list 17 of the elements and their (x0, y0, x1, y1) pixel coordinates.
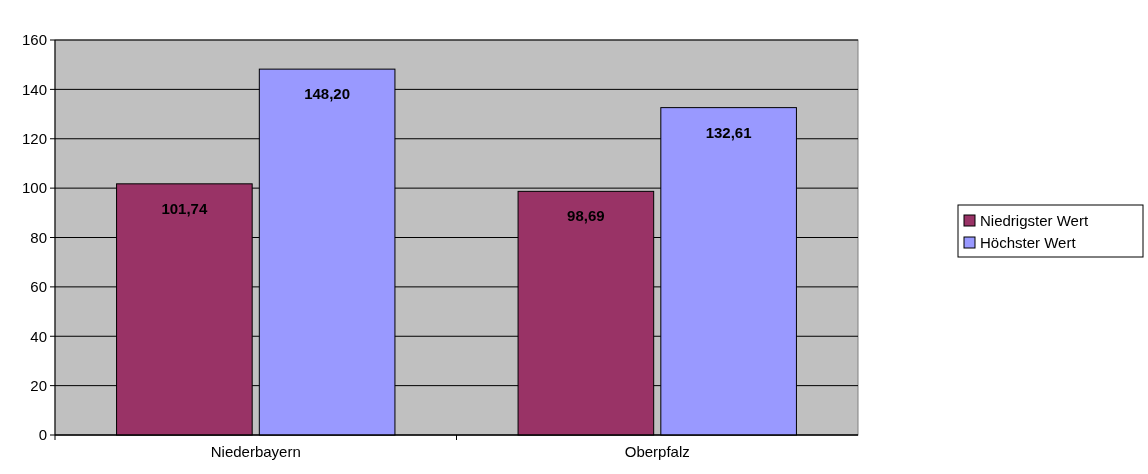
y-tick-label: 60 (30, 278, 47, 296)
legend-label: Höchster Wert (980, 234, 1077, 252)
y-tick-label: 100 (21, 179, 47, 197)
y-tick-label: 0 (38, 426, 47, 444)
legend-label: Niedrigster Wert (980, 212, 1089, 230)
y-tick-label: 80 (30, 228, 47, 246)
data-label: 98,69 (567, 207, 605, 225)
y-tick-label: 40 (30, 327, 47, 345)
y-tick-label: 20 (30, 376, 47, 394)
data-label: 101,74 (161, 199, 208, 217)
data-label: 148,20 (304, 85, 351, 103)
y-tick-label: 120 (21, 130, 47, 147)
data-label: 132,61 (705, 123, 752, 141)
x-tick-label: Niederbayern (210, 443, 301, 460)
x-tick-label: Oberpfalz (624, 443, 690, 460)
y-tick-label: 160 (21, 31, 47, 49)
y-tick-label: 140 (21, 80, 47, 98)
